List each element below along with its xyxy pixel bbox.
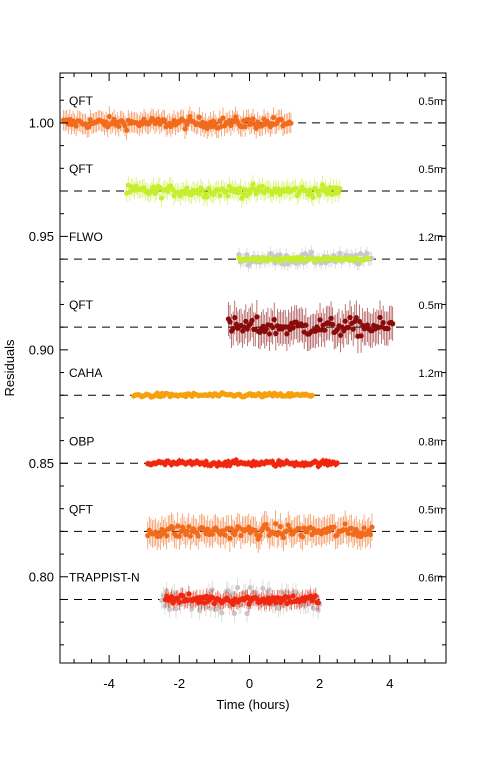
series-6-0 — [145, 510, 375, 553]
data-point — [277, 252, 283, 258]
series-7-1 — [162, 586, 322, 613]
labels-layer: QFT 0.5m QFT 0.5m FLWO 1.2m QFT 0.5m CAHA 1.2m OBP… — [69, 94, 443, 585]
data-point — [369, 524, 375, 530]
aperture-label: 0.5m — [419, 96, 443, 108]
data-point — [353, 315, 359, 321]
series-2-1 — [236, 254, 372, 264]
x-tick-label: 0 — [246, 676, 253, 691]
panel-label: QFT — [69, 298, 94, 312]
data-point — [219, 610, 225, 616]
panel-label: FLWO — [69, 230, 103, 244]
panel-label: QFT — [69, 162, 94, 176]
data-point — [337, 186, 343, 192]
series-1-0 — [124, 175, 343, 208]
data-point — [208, 605, 214, 611]
aperture-label: 1.2m — [419, 232, 443, 244]
y-tick-label: 0.80 — [29, 569, 54, 584]
x-tick-label: -4 — [103, 676, 115, 691]
data-point — [247, 584, 253, 591]
data-point — [231, 610, 238, 616]
ticks-layer: -4 -2 0 2 4 0.80 0.85 0.90 0.95 1.00 — [29, 73, 446, 691]
panel-label: QFT — [69, 502, 94, 516]
aperture-label: 0.8m — [419, 436, 443, 448]
panel-label: CAHA — [69, 366, 102, 380]
data-point — [244, 252, 250, 258]
panel-label: OBP — [69, 434, 94, 448]
data-point — [260, 585, 266, 592]
data-point — [365, 256, 372, 262]
series-0-0 — [60, 106, 294, 141]
x-axis-label: Time (hours) — [216, 697, 289, 712]
panel-label: QFT — [69, 94, 94, 108]
aperture-label: 0.6m — [419, 572, 443, 584]
series-3-0 — [225, 299, 396, 354]
y-tick-label: 0.85 — [29, 456, 54, 471]
points-layer — [60, 106, 396, 623]
data-point — [234, 584, 241, 591]
x-tick-label: 2 — [316, 676, 323, 691]
y-tick-label: 1.00 — [29, 115, 54, 130]
aperture-label: 0.5m — [419, 164, 443, 176]
aperture-label: 0.5m — [419, 300, 443, 312]
plot-frame — [59, 72, 447, 664]
data-point — [334, 460, 340, 466]
x-tick-label: 4 — [386, 676, 393, 691]
data-point — [315, 600, 322, 606]
data-point — [288, 120, 294, 126]
x-tick-label: -2 — [174, 676, 186, 691]
aperture-label: 0.5m — [419, 504, 443, 516]
y-axis-label: Residuals — [2, 339, 17, 397]
series-5-0 — [145, 456, 340, 470]
panel-label: TRAPPIST-N — [69, 570, 140, 584]
aperture-label: 1.2m — [419, 368, 443, 380]
y-tick-label: 0.90 — [29, 342, 54, 357]
data-point — [390, 321, 396, 327]
series-4-0 — [131, 390, 315, 400]
y-tick-label: 0.95 — [29, 229, 54, 244]
data-point — [309, 392, 315, 398]
